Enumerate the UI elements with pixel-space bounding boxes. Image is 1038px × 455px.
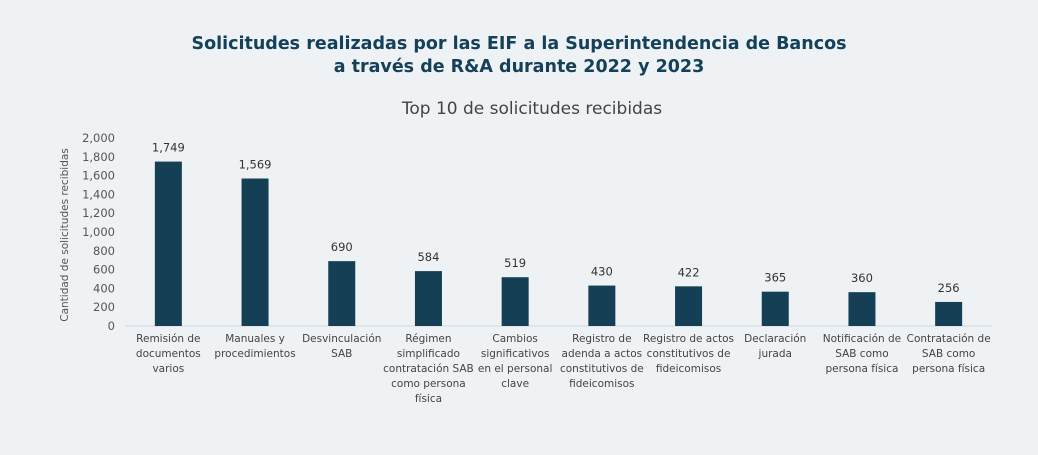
data-label-3: 690 — [331, 240, 353, 254]
bar-6 — [588, 285, 616, 326]
y-tick-label: 1,800 — [82, 150, 115, 164]
category-label: SAB como — [835, 348, 888, 360]
data-label-8: 365 — [764, 271, 786, 285]
chart-title: Solicitudes realizadas por las EIF a la … — [0, 33, 1038, 79]
category-label: contratación SAB — [383, 363, 474, 375]
category-label: Régimen — [405, 333, 451, 345]
y-tick-label: 800 — [93, 244, 115, 258]
category-label: constitutivos de — [560, 363, 644, 375]
data-label-10: 256 — [938, 281, 960, 295]
bar-9 — [848, 292, 876, 326]
category-label: persona física — [825, 363, 898, 375]
category-label: Cambios — [492, 333, 537, 345]
category-label: Registro de actos — [643, 333, 734, 345]
chart-title-line-2: a través de R&A durante 2022 y 2023 — [333, 57, 705, 77]
category-label: Contratación de — [907, 333, 991, 345]
category-label: Desvinculación — [302, 333, 381, 345]
category-label: Declaración — [744, 333, 806, 345]
category-label: Manuales y — [225, 333, 285, 345]
data-label-1: 1,749 — [152, 141, 185, 155]
category-label: fideicomisos — [656, 363, 721, 375]
data-label-7: 422 — [678, 265, 700, 279]
y-tick-label: 200 — [93, 300, 115, 314]
bar-2 — [241, 178, 269, 326]
category-label: SAB como — [922, 348, 975, 360]
y-tick-label: 1,000 — [82, 225, 115, 239]
bar-8 — [761, 291, 789, 326]
category-label: como persona — [391, 378, 466, 390]
bar-10 — [935, 301, 963, 326]
category-label: clave — [501, 378, 529, 390]
category-label: Remisión de — [136, 333, 200, 345]
y-tick-label: 400 — [93, 281, 115, 295]
category-label: Notificación de — [823, 333, 901, 345]
y-tick-label: 2,000 — [82, 131, 115, 145]
bar-5 — [501, 277, 529, 326]
category-label: constitutivos de — [647, 348, 731, 360]
category-label: fideicomisos — [569, 378, 634, 390]
category-label: significativos — [481, 348, 550, 360]
category-label: simplificado — [397, 348, 460, 360]
data-label-4: 584 — [417, 250, 439, 264]
y-tick-label: 1,600 — [82, 169, 115, 183]
y-tick-label: 1,400 — [82, 187, 115, 201]
bar-7 — [675, 286, 703, 326]
y-tick-label: 1,200 — [82, 206, 115, 220]
chart-title-line-1: Solicitudes realizadas por las EIF a la … — [191, 34, 847, 54]
data-label-9: 360 — [851, 271, 873, 285]
category-label: documentos — [136, 348, 201, 360]
chart-subtitle: Top 10 de solicitudes recibidas — [401, 99, 663, 119]
data-label-5: 519 — [504, 256, 526, 270]
category-label: jurada — [758, 348, 792, 360]
category-label: SAB — [331, 348, 352, 360]
data-label-6: 430 — [591, 265, 613, 279]
category-label: adenda a actos — [562, 348, 643, 360]
bar-4 — [414, 271, 442, 326]
bar-1 — [154, 161, 182, 326]
category-label: varios — [152, 363, 184, 375]
bar-3 — [328, 261, 356, 326]
category-label: procedimientos — [214, 348, 295, 360]
y-axis-title: Cantidad de solicitudes recibidas — [59, 148, 71, 322]
category-label: física — [415, 393, 442, 405]
data-label-2: 1,569 — [239, 158, 272, 172]
y-tick-label: 0 — [108, 319, 115, 333]
y-tick-label: 600 — [93, 263, 115, 277]
category-label: Registro de — [572, 333, 631, 345]
category-label: persona física — [912, 363, 985, 375]
category-label: en el personal — [478, 363, 553, 375]
